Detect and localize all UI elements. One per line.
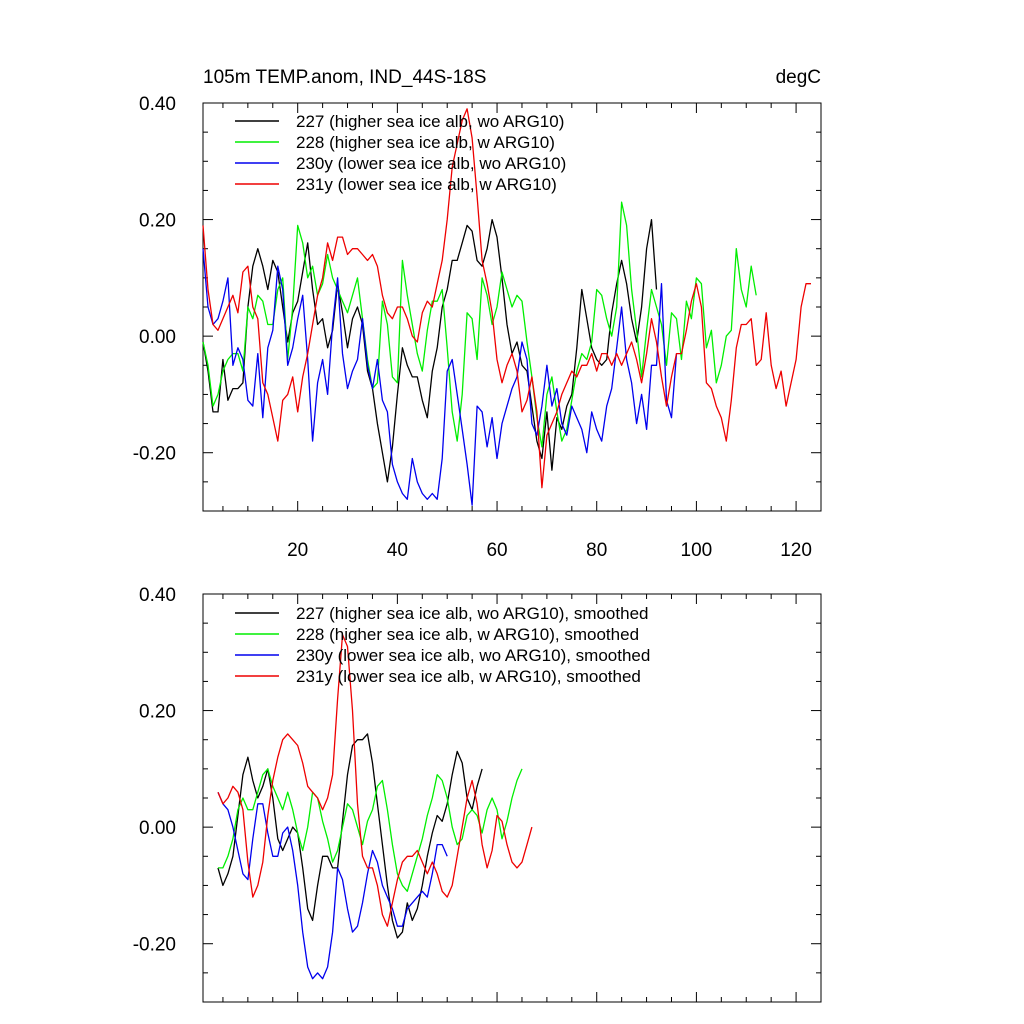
bottom-y-tick-labels: -0.20 0.00 0.20 0.40 — [133, 585, 176, 956]
top-x-tick-labels: 20 40 60 80 100 120 — [287, 540, 812, 561]
bottom-series-line-3 — [217, 634, 533, 927]
top-legend-label-3: 231y (lower sea ice alb, w ARG10) — [296, 175, 557, 194]
bottom-legend-label-2: 230y (lower sea ice alb, wo ARG10), smoo… — [296, 646, 650, 665]
top-y-tick-label: 0.40 — [139, 94, 176, 115]
top-x-tick-label: 60 — [486, 540, 507, 561]
bottom-ticks — [203, 593, 821, 1003]
bottom-y-tick-label: 0.20 — [139, 702, 176, 723]
top-panel: 105m TEMP.anom, IND_44S-18S degC -0.20 0.… — [133, 67, 822, 561]
top-series-line-3 — [202, 108, 811, 489]
top-y-tick-label: 0.00 — [139, 327, 176, 348]
bottom-legend-label-3: 231y (lower sea ice alb, w ARG10), smoot… — [296, 667, 641, 686]
bottom-legend-label-1: 228 (higher sea ice alb, w ARG10), smoot… — [296, 625, 639, 644]
top-x-tick-label: 120 — [780, 540, 812, 561]
units-label: degC — [776, 67, 821, 88]
bottom-series-line-2 — [217, 791, 448, 980]
top-x-tick-label: 20 — [287, 540, 308, 561]
top-legend: 227 (higher sea ice alb, wo ARG10) 228 (h… — [235, 112, 566, 194]
bottom-y-tick-label: -0.20 — [133, 935, 176, 956]
top-legend-label-2: 230y (lower sea ice alb, wo ARG10) — [296, 154, 566, 173]
top-y-tick-labels: -0.20 0.00 0.20 0.40 — [133, 94, 176, 465]
top-series-lines — [202, 108, 811, 506]
top-series-line-0 — [202, 218, 658, 483]
top-x-tick-label: 40 — [387, 540, 408, 561]
top-legend-label-0: 227 (higher sea ice alb, wo ARG10) — [296, 112, 564, 131]
bottom-y-tick-label: 0.00 — [139, 818, 176, 839]
bottom-legend-label-0: 227 (higher sea ice alb, wo ARG10), smoo… — [296, 604, 648, 623]
top-x-tick-label: 80 — [586, 540, 607, 561]
top-legend-label-1: 228 (higher sea ice alb, w ARG10) — [296, 133, 555, 152]
bottom-legend: 227 (higher sea ice alb, wo ARG10), smoo… — [235, 604, 650, 686]
bottom-panel: -0.20 0.00 0.20 0.40 227 (higher sea ice al… — [133, 585, 822, 1003]
bottom-series-lines — [217, 634, 533, 980]
top-series-line-1 — [202, 201, 757, 448]
bottom-y-tick-label: 0.40 — [139, 585, 176, 606]
bottom-series-line-0 — [217, 733, 483, 939]
chart-title: 105m TEMP.anom, IND_44S-18S — [203, 67, 486, 88]
top-ticks — [203, 102, 821, 512]
top-y-tick-label: -0.20 — [133, 444, 176, 465]
top-x-tick-label: 100 — [681, 540, 713, 561]
top-y-tick-label: 0.20 — [139, 211, 176, 232]
top-series-line-2 — [202, 248, 678, 506]
bottom-series-line-1 — [218, 768, 523, 892]
